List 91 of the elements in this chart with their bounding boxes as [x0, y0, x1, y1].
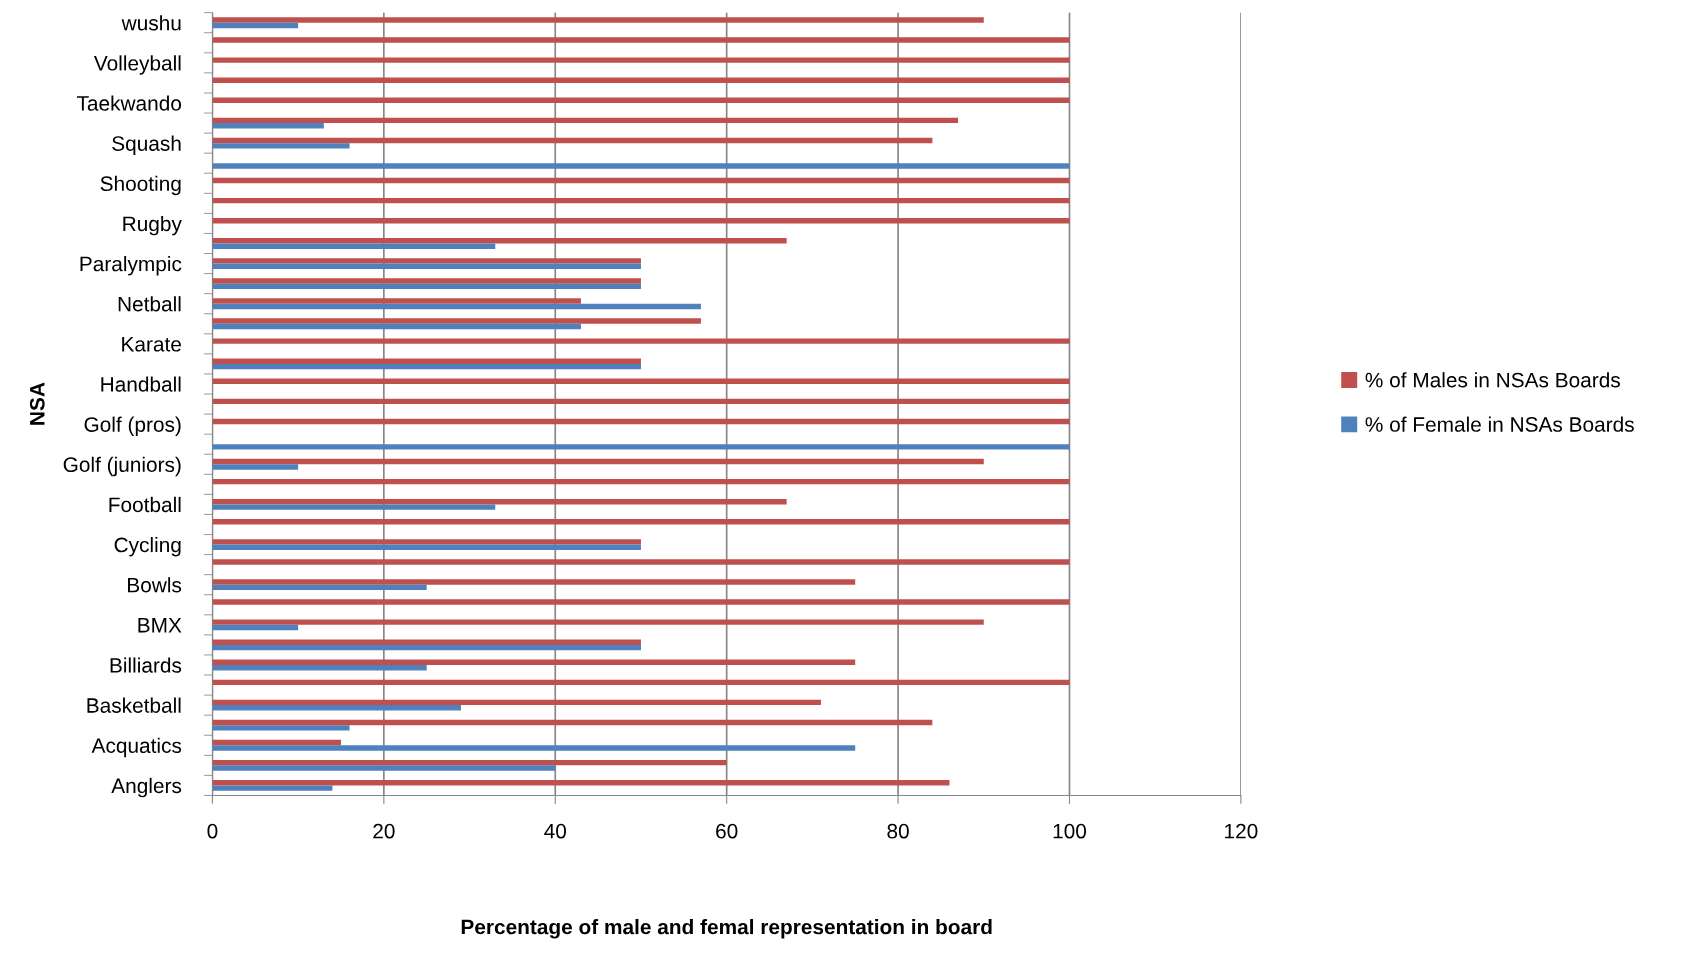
- bar: [212, 765, 556, 771]
- bar: [212, 458, 984, 465]
- bar: [212, 77, 1070, 83]
- bar: [212, 464, 299, 470]
- bar: [212, 478, 1070, 485]
- y-tick-label: Golf (juniors): [63, 456, 181, 477]
- bar: [212, 243, 496, 249]
- bar: [212, 779, 950, 786]
- x-tick-label: 120: [1225, 823, 1258, 839]
- bar: [212, 338, 1070, 344]
- bar: [212, 137, 933, 144]
- bar: [212, 398, 1070, 405]
- y-tick-label: wushu: [121, 15, 181, 31]
- y-tick-label: Squash: [112, 135, 181, 156]
- bar: [212, 725, 350, 731]
- bar: [212, 163, 1070, 169]
- bar: [212, 705, 461, 711]
- bar: [212, 378, 1070, 384]
- bar: [212, 624, 299, 631]
- y-tick-label: Basketball: [87, 697, 181, 713]
- bar: [212, 559, 1070, 565]
- y-tick-label: Anglers: [111, 777, 182, 798]
- bar: [212, 579, 856, 585]
- bar: [212, 117, 959, 124]
- bar: [212, 699, 821, 706]
- bar: [212, 97, 1070, 104]
- y-tick-label: Karate: [122, 337, 181, 352]
- bar: [212, 238, 787, 244]
- bar: [212, 123, 324, 129]
- bar: [212, 263, 641, 269]
- bar: [212, 659, 856, 665]
- y-tick-label: Netball: [118, 296, 181, 312]
- bar: [212, 584, 427, 591]
- bar: [212, 619, 984, 625]
- y-tick-label: Football: [109, 496, 181, 513]
- y-tick-label: Bowls: [128, 577, 182, 593]
- y-tick-label: Golf (pros): [84, 416, 181, 437]
- bar: [212, 745, 856, 751]
- bar: [212, 303, 701, 310]
- bar: [212, 639, 641, 645]
- bar: [212, 599, 1070, 605]
- x-tick-label: 100: [1053, 823, 1087, 839]
- bar: [212, 318, 701, 324]
- y-tick-label: Cycling: [114, 537, 181, 557]
- bar: [212, 22, 299, 29]
- bar: [212, 644, 641, 651]
- x-tick-label: 0: [207, 823, 218, 839]
- y-tick-label: Billiards: [110, 657, 182, 673]
- bar: [212, 679, 1070, 686]
- bar: [212, 504, 496, 510]
- y-tick-label: Paralympic: [80, 256, 182, 276]
- bar: [212, 759, 727, 766]
- bar: [212, 258, 641, 264]
- legend-label: % of Males in NSAs Boards: [1365, 372, 1620, 388]
- y-tick-label: Volleyball: [93, 55, 181, 75]
- bar: [212, 278, 641, 284]
- bar: [212, 444, 1070, 450]
- bar: [212, 539, 641, 545]
- x-tick-label: 20: [373, 823, 395, 839]
- bar: [212, 664, 427, 671]
- bar: [212, 785, 333, 791]
- bar: [212, 358, 641, 364]
- bar: [212, 298, 581, 304]
- legend-label: % of Female in NSAs Boards: [1365, 416, 1634, 432]
- bar: [212, 499, 787, 505]
- y-tick-label: Shooting: [100, 175, 181, 196]
- bar: [212, 57, 1070, 63]
- x-tick-label: 60: [716, 823, 738, 839]
- bar: [212, 37, 1070, 43]
- bar: [212, 143, 350, 149]
- bar: [212, 283, 641, 290]
- y-tick-label: BMX: [138, 618, 182, 633]
- x-axis-title: Percentage of male and femal representation in board: [461, 919, 992, 939]
- bar: [212, 323, 581, 330]
- bar: [212, 363, 641, 370]
- bar: [212, 544, 641, 550]
- y-tick-label: Handball: [101, 376, 181, 392]
- bar: [212, 177, 1070, 184]
- y-tick-label: Taekwando: [76, 95, 182, 111]
- bar: [212, 17, 984, 23]
- bar: [212, 218, 1070, 224]
- y-tick-label: Acquatics: [91, 737, 182, 758]
- bar: [212, 719, 933, 726]
- bar: [212, 519, 1070, 525]
- y-tick-label: Rugby: [123, 215, 182, 236]
- bar: [212, 197, 1070, 204]
- y-axis-title: NSA: [29, 382, 45, 425]
- bar: [212, 418, 1070, 425]
- x-tick-label: 40: [544, 823, 567, 839]
- bar: [212, 739, 341, 746]
- x-tick-label: 80: [887, 823, 909, 839]
